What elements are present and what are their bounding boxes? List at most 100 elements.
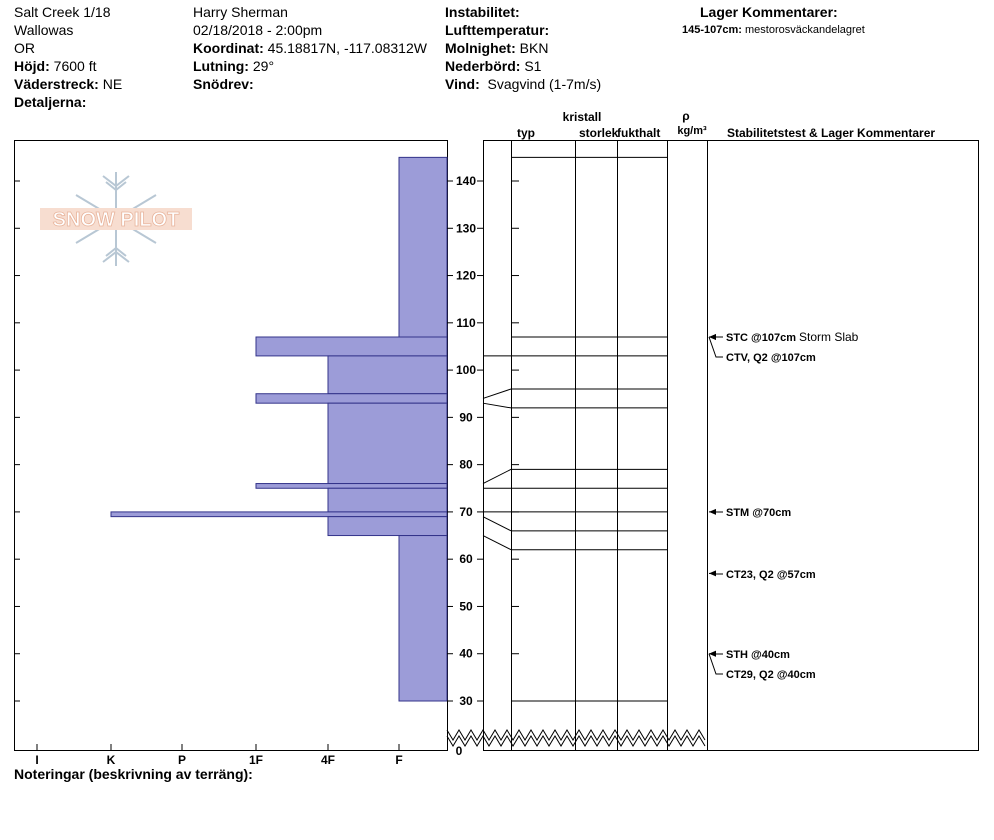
boundary-connector xyxy=(482,535,512,551)
depth-tick-label: 130 xyxy=(456,221,476,235)
wind-value: Svagvind (1-7m/s) xyxy=(487,76,602,92)
slope-label: Lutning: xyxy=(193,58,249,74)
aspect-value: NE xyxy=(102,76,123,92)
depth-tick-label: 70 xyxy=(459,505,473,519)
depth-tick-label: 30 xyxy=(459,694,473,708)
mountain-range: Wallowas xyxy=(14,22,74,38)
density-unit-header: kg/m³ xyxy=(677,125,707,137)
hardness-tick-label: K xyxy=(107,753,116,767)
test-pointer xyxy=(708,336,723,358)
layer-comments-title: Lager Kommentarer: xyxy=(700,4,838,20)
layer-comment-text: mestorosväckandelagret xyxy=(745,24,865,36)
sky-label: Molnighet: xyxy=(445,40,516,56)
coordinate-row: Koordinat: 45.18817N, -117.08312W xyxy=(193,40,427,56)
stability-test-label: STM @70cm xyxy=(726,507,791,519)
layer-comment-row: 145-107cm: mestorosväckandelagret xyxy=(682,24,865,37)
stability-tests: STC @107cm Storm Slab CTV, Q2 @107cm STM @7… xyxy=(708,330,859,681)
boundary-connector xyxy=(482,468,512,484)
hardness-tick-label: F xyxy=(395,753,402,767)
test-pointer xyxy=(708,653,723,675)
test-arrowhead xyxy=(709,570,716,577)
stability-test-label: STH @40cm xyxy=(726,649,790,661)
crystal-header: kristall xyxy=(563,110,602,124)
hardness-bar xyxy=(255,336,448,357)
precip-label: Nederbörd: xyxy=(445,58,521,74)
drift-label: Snödrev: xyxy=(193,76,254,92)
rho-header: ρ xyxy=(682,109,689,123)
precip-value: S1 xyxy=(524,58,542,74)
stability-test-label: STC @107cm xyxy=(726,332,796,344)
elevation-row: Höjd: 7600 ft xyxy=(14,58,96,74)
air-temp-label: Lufttemperatur: xyxy=(445,22,550,38)
hardness-tick-label: P xyxy=(178,753,186,767)
layer-grid xyxy=(446,140,708,750)
hardness-tick-label: 1F xyxy=(249,753,263,767)
test-arrowhead xyxy=(709,508,716,515)
logo-text: SNOW PILOT xyxy=(53,209,180,231)
depth-tick-label: 120 xyxy=(456,269,476,283)
slope-value: 29° xyxy=(252,58,275,74)
sky-value: BKN xyxy=(519,40,549,56)
logo-band xyxy=(40,208,192,230)
stability-test-label: CT29, Q2 @40cm xyxy=(726,669,816,681)
coordinate-value: 45.18817N, -117.08312W xyxy=(267,40,427,56)
depth-tick-label: 110 xyxy=(456,316,476,330)
depth-tick-label: 140 xyxy=(456,174,476,188)
precip-row: Nederbörd: S1 xyxy=(445,58,541,74)
layer-comment-depth: 145-107cm: xyxy=(682,24,742,36)
boundary-connector xyxy=(482,388,512,399)
depth-zero-label: 0 xyxy=(456,744,463,758)
depth-tick-label: 40 xyxy=(459,647,473,661)
grain-frame xyxy=(483,140,979,751)
aspect-label: Väderstreck: xyxy=(14,76,99,92)
hardness-bar xyxy=(255,393,448,404)
coordinate-label: Koordinat: xyxy=(193,40,264,56)
hardness-tick-label: I xyxy=(35,753,38,767)
header: Salt Creek 1/18 Wallowas OR Höjd: 7600 f… xyxy=(0,0,994,120)
hardness-axis: I K P 1F 4F F xyxy=(35,744,403,767)
instability-label: Instabilitet: xyxy=(445,4,520,20)
stability-test-label: CTV, Q2 @107cm xyxy=(726,352,816,364)
axis-break-line xyxy=(446,735,706,747)
boundary-connector xyxy=(482,516,512,532)
stability-test-label: CT23, Q2 @57cm xyxy=(726,569,816,581)
hardness-bar xyxy=(110,511,448,518)
hardness-bar xyxy=(327,355,448,395)
details-label: Detaljerna: xyxy=(14,94,87,110)
slope-row: Lutning: 29° xyxy=(193,58,274,74)
type-header: typ xyxy=(517,126,535,140)
notes-label: Noteringar (beskrivning av terräng): xyxy=(14,766,253,782)
wind-row: Vind: Svagvind (1-7m/s) xyxy=(445,76,601,92)
hardness-bar xyxy=(327,402,448,485)
wind-label: Vind: xyxy=(445,76,480,92)
depth-tick-label: 100 xyxy=(456,363,476,377)
axis-break-line xyxy=(446,729,706,741)
state: OR xyxy=(14,40,35,56)
sky-row: Molnighet: BKN xyxy=(445,40,548,56)
datetime: 02/18/2018 - 2:00pm xyxy=(193,22,323,38)
stability-header: Stabilitetstest & Lager Kommentarer xyxy=(727,126,935,140)
boundary-connector xyxy=(482,402,512,409)
aspect-row: Väderstreck: NE xyxy=(14,76,122,92)
depth-axis: 30 40 50 60 70 80 90 100 110 120 130 140 0 xyxy=(14,174,519,758)
test-arrowhead xyxy=(709,650,716,657)
depth-tick-label: 60 xyxy=(459,552,473,566)
elevation-label: Höjd: xyxy=(14,58,50,74)
location-name: Salt Creek 1/18 xyxy=(14,4,111,20)
hardness-bar xyxy=(255,483,448,489)
stability-test-comment: Storm Slab xyxy=(799,330,859,344)
size-header: storlek xyxy=(579,126,619,140)
hardness-bar xyxy=(327,516,448,537)
hardness-bar xyxy=(398,535,448,702)
observer: Harry Sherman xyxy=(193,4,288,20)
hardness-tick-label: 4F xyxy=(321,753,335,767)
moisture-header: fukthalt xyxy=(617,126,660,140)
snow-pilot-logo: SNOW PILOT xyxy=(40,172,192,266)
test-arrowhead xyxy=(709,334,716,340)
depth-tick-label: 80 xyxy=(459,458,473,472)
depth-tick-label: 50 xyxy=(459,599,473,613)
hardness-layers xyxy=(110,156,448,702)
hardness-bar xyxy=(398,156,448,338)
elevation-value: 7600 ft xyxy=(53,58,97,74)
